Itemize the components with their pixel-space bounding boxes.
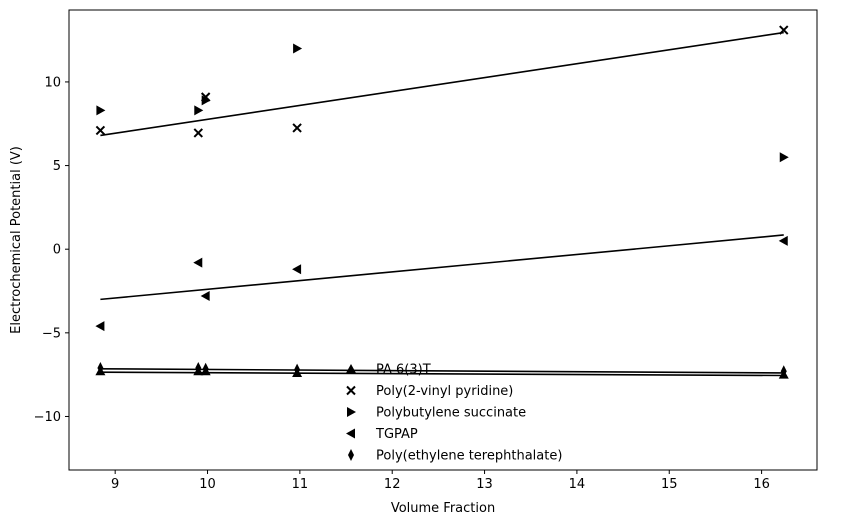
data-point <box>779 152 789 163</box>
data-point <box>95 321 105 332</box>
legend-label: PA 6(3)T <box>376 363 431 378</box>
x-tick-label: 10 <box>199 477 216 492</box>
fit-line <box>100 371 784 377</box>
data-point <box>294 363 301 376</box>
y-tick-label: −5 <box>42 326 61 341</box>
data-point <box>778 235 788 246</box>
data-point <box>95 125 106 136</box>
data-point <box>202 362 209 375</box>
legend-marker <box>346 428 355 439</box>
y-tick-label: 5 <box>53 159 61 174</box>
legend-label: Poly(ethylene terephthalate) <box>376 449 562 464</box>
legend-label: Polybutylene succinate <box>376 406 526 421</box>
x-tick-label: 16 <box>753 477 770 492</box>
fit-line <box>100 31 784 137</box>
data-point <box>193 128 203 138</box>
data-point <box>201 95 211 106</box>
x-axis-label: Volume Fraction <box>391 501 495 516</box>
legend-marker <box>348 449 354 461</box>
legend: PA 6(3)T Poly(2-vinyl pyridine) Polybutyle… <box>346 363 562 464</box>
x-tick-label: 12 <box>384 477 401 492</box>
legend-marker <box>346 385 356 396</box>
data-point <box>293 43 303 54</box>
y-tick-label: −10 <box>34 410 61 425</box>
y-axis-ticks: −10 −5 0 5 10 <box>34 75 69 425</box>
data-point <box>96 105 106 116</box>
fit-line <box>100 234 784 301</box>
legend-label: Poly(2-vinyl pyridine) <box>376 384 513 399</box>
data-point <box>194 105 204 116</box>
data-point <box>193 257 203 268</box>
data-point <box>200 291 210 302</box>
y-tick-label: 10 <box>44 75 61 90</box>
x-axis-ticks: 9 10 11 12 13 14 15 16 <box>111 470 770 492</box>
y-tick-label: 0 <box>53 243 61 258</box>
x-tick-label: 9 <box>111 477 119 492</box>
x-tick-label: 15 <box>661 477 678 492</box>
x-tick-label: 14 <box>569 477 586 492</box>
data-points <box>95 25 789 379</box>
data-point <box>780 365 787 378</box>
data-point <box>779 25 789 35</box>
axes-frame <box>68 9 818 471</box>
legend-marker <box>346 364 356 373</box>
fit-lines <box>100 31 784 377</box>
y-axis-label: Electrochemical Potential (V) <box>9 146 24 334</box>
legend-label: TGPAP <box>375 427 418 442</box>
data-point <box>97 361 104 374</box>
legend-marker <box>347 407 356 417</box>
x-tick-label: 11 <box>292 477 309 492</box>
fit-line <box>100 368 784 374</box>
data-point <box>292 123 302 133</box>
data-point <box>292 264 302 275</box>
x-tick-label: 13 <box>476 477 493 492</box>
data-point <box>195 361 202 374</box>
